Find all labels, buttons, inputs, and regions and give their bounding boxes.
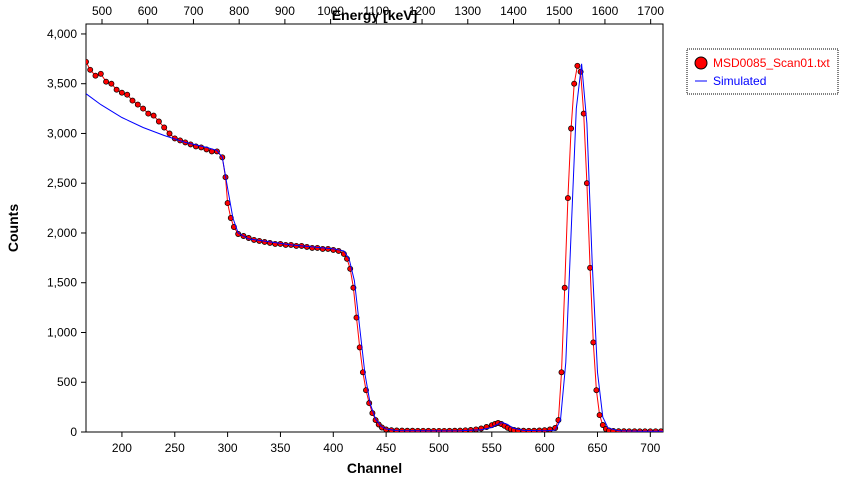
plot-region bbox=[86, 58, 663, 432]
measured-point bbox=[86, 58, 89, 65]
measured-point bbox=[319, 245, 326, 252]
x-tick-label: 500 bbox=[429, 441, 449, 455]
x-tick-label: 300 bbox=[218, 441, 238, 455]
measured-point bbox=[97, 70, 104, 77]
legend-marker-measured bbox=[694, 56, 708, 70]
measured-point bbox=[564, 195, 571, 202]
measured-point bbox=[599, 422, 606, 428]
y-tick-label: 3,000 bbox=[47, 126, 77, 140]
y-tick-label: 1,000 bbox=[47, 325, 77, 339]
measured-point bbox=[129, 97, 136, 104]
y-tick-label: 2,500 bbox=[47, 176, 77, 190]
y-tick-label: 1,500 bbox=[47, 276, 77, 290]
measured-point bbox=[330, 246, 337, 253]
measured-point bbox=[473, 426, 479, 432]
y-tick-label: 4,000 bbox=[47, 27, 77, 41]
x-tick-label: 700 bbox=[640, 441, 660, 455]
x-tick-label: 650 bbox=[587, 441, 607, 455]
measured-point bbox=[103, 78, 110, 85]
x2-tick-label: 900 bbox=[275, 4, 295, 18]
x2-tick-label: 1300 bbox=[454, 4, 481, 18]
simulated-line bbox=[86, 63, 663, 432]
legend-label-measured: MSD0085_Scan01.txt bbox=[713, 56, 830, 70]
x-tick-label: 600 bbox=[535, 441, 555, 455]
x-tick-label: 200 bbox=[112, 441, 132, 455]
measured-point bbox=[87, 66, 94, 73]
legend: MSD0085_Scan01.txt Simulated bbox=[686, 48, 839, 95]
measured-point bbox=[134, 101, 141, 108]
measured-point bbox=[155, 118, 162, 125]
y-tick-label: 500 bbox=[57, 375, 77, 389]
measured-point bbox=[568, 125, 575, 132]
y-tick-label: 0 bbox=[70, 425, 77, 439]
x-tick-label: 550 bbox=[482, 441, 502, 455]
measured-point bbox=[150, 112, 157, 119]
measured-point bbox=[161, 124, 168, 131]
x2-tick-label: 1100 bbox=[363, 4, 389, 18]
x2-tick-label: 600 bbox=[138, 4, 158, 18]
measured-point bbox=[590, 339, 597, 346]
measured-point bbox=[166, 130, 173, 137]
legend-box bbox=[686, 48, 839, 95]
measured-point bbox=[596, 412, 603, 419]
measured-point bbox=[571, 80, 578, 87]
x-tick-label: 250 bbox=[165, 441, 185, 455]
measured-point bbox=[593, 387, 600, 394]
x2-tick-label: 1200 bbox=[409, 4, 436, 18]
legend-label-simulated: Simulated bbox=[713, 74, 766, 88]
measured-point bbox=[124, 91, 131, 98]
measured-point bbox=[558, 369, 565, 376]
x-tick-label: 400 bbox=[323, 441, 343, 455]
x2-tick-label: 700 bbox=[183, 4, 203, 18]
measured-point bbox=[145, 110, 152, 117]
x2-axis-title: Energy [keV] bbox=[332, 7, 418, 23]
measured-point bbox=[561, 284, 568, 291]
x2-tick-label: 1700 bbox=[637, 4, 664, 18]
x2-tick-label: 1000 bbox=[317, 4, 344, 18]
measured-point bbox=[266, 239, 273, 246]
x2-tick-label: 500 bbox=[92, 4, 112, 18]
x2-tick-label: 1500 bbox=[546, 4, 573, 18]
measured-point bbox=[353, 314, 360, 321]
measured-point bbox=[546, 426, 553, 432]
x2-tick-label: 1400 bbox=[500, 4, 527, 18]
x-tick-label: 450 bbox=[376, 441, 396, 455]
measured-point bbox=[108, 80, 115, 87]
measured-point bbox=[92, 72, 99, 79]
y-tick-label: 2,000 bbox=[47, 226, 77, 240]
measured-point bbox=[309, 244, 316, 251]
x2-tick-label: 1600 bbox=[592, 4, 619, 18]
y-axis-title: Counts bbox=[5, 204, 21, 252]
y-tick-label: 3,500 bbox=[47, 77, 77, 91]
measured-line bbox=[86, 61, 661, 432]
measured-point bbox=[113, 86, 120, 93]
measured-point bbox=[140, 105, 147, 112]
x-tick-label: 350 bbox=[270, 441, 290, 455]
axes: 200 250 300 350 400 450 500 550 600 650 700 500 600 7… bbox=[5, 4, 664, 476]
x2-tick-label: 800 bbox=[229, 4, 249, 18]
plot-frame bbox=[85, 23, 664, 433]
x-axis-title: Channel bbox=[347, 460, 402, 476]
measured-point bbox=[118, 89, 125, 96]
measured-point bbox=[574, 62, 581, 69]
